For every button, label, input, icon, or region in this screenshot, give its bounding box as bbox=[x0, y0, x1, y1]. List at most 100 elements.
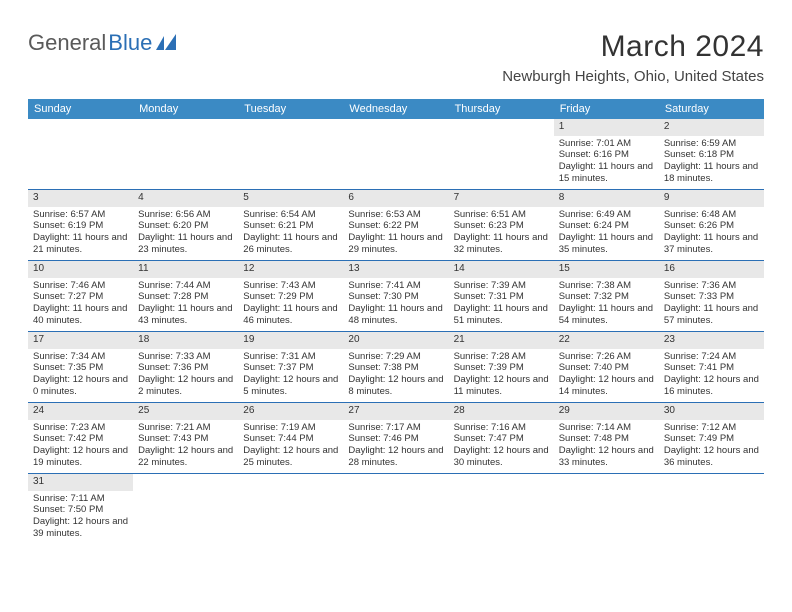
title-block: March 2024 Newburgh Heights, Ohio, Unite… bbox=[502, 30, 764, 85]
calendar-cell: 10Sunrise: 7:46 AMSunset: 7:27 PMDayligh… bbox=[28, 261, 133, 332]
day-number: 31 bbox=[28, 474, 133, 491]
day-content: Sunrise: 7:21 AMSunset: 7:43 PMDaylight:… bbox=[133, 420, 238, 474]
calendar-cell-empty bbox=[133, 119, 238, 190]
day-content: Sunrise: 7:01 AMSunset: 6:16 PMDaylight:… bbox=[554, 136, 659, 190]
calendar-row: 17Sunrise: 7:34 AMSunset: 7:35 PMDayligh… bbox=[28, 332, 764, 403]
weekday-header: Thursday bbox=[449, 99, 554, 119]
calendar-cell: 29Sunrise: 7:14 AMSunset: 7:48 PMDayligh… bbox=[554, 403, 659, 474]
day-number: 28 bbox=[449, 403, 554, 420]
day-content: Sunrise: 7:28 AMSunset: 7:39 PMDaylight:… bbox=[449, 349, 554, 403]
calendar-cell: 26Sunrise: 7:19 AMSunset: 7:44 PMDayligh… bbox=[238, 403, 343, 474]
calendar-cell: 16Sunrise: 7:36 AMSunset: 7:33 PMDayligh… bbox=[659, 261, 764, 332]
day-number: 23 bbox=[659, 332, 764, 349]
day-content: Sunrise: 7:36 AMSunset: 7:33 PMDaylight:… bbox=[659, 278, 764, 332]
calendar-row: 3Sunrise: 6:57 AMSunset: 6:19 PMDaylight… bbox=[28, 190, 764, 261]
day-number: 29 bbox=[554, 403, 659, 420]
day-content: Sunrise: 7:14 AMSunset: 7:48 PMDaylight:… bbox=[554, 420, 659, 474]
day-content: Sunrise: 7:26 AMSunset: 7:40 PMDaylight:… bbox=[554, 349, 659, 403]
day-number: 30 bbox=[659, 403, 764, 420]
day-content: Sunrise: 6:53 AMSunset: 6:22 PMDaylight:… bbox=[343, 207, 448, 261]
calendar-cell: 2Sunrise: 6:59 AMSunset: 6:18 PMDaylight… bbox=[659, 119, 764, 190]
day-content: Sunrise: 6:49 AMSunset: 6:24 PMDaylight:… bbox=[554, 207, 659, 261]
calendar-cell: 11Sunrise: 7:44 AMSunset: 7:28 PMDayligh… bbox=[133, 261, 238, 332]
day-number: 18 bbox=[133, 332, 238, 349]
calendar-row: 24Sunrise: 7:23 AMSunset: 7:42 PMDayligh… bbox=[28, 403, 764, 474]
logo-text-1: General bbox=[28, 30, 106, 56]
calendar-table: SundayMondayTuesdayWednesdayThursdayFrid… bbox=[28, 99, 764, 544]
weekday-header: Friday bbox=[554, 99, 659, 119]
day-number: 11 bbox=[133, 261, 238, 278]
day-number: 2 bbox=[659, 119, 764, 136]
day-number: 3 bbox=[28, 190, 133, 207]
calendar-cell-empty bbox=[133, 474, 238, 545]
month-title: March 2024 bbox=[502, 30, 764, 64]
day-content: Sunrise: 7:23 AMSunset: 7:42 PMDaylight:… bbox=[28, 420, 133, 474]
day-number: 17 bbox=[28, 332, 133, 349]
calendar-cell-empty bbox=[343, 474, 448, 545]
calendar-cell-empty bbox=[238, 119, 343, 190]
day-content: Sunrise: 7:46 AMSunset: 7:27 PMDaylight:… bbox=[28, 278, 133, 332]
day-content: Sunrise: 7:43 AMSunset: 7:29 PMDaylight:… bbox=[238, 278, 343, 332]
day-content: Sunrise: 7:19 AMSunset: 7:44 PMDaylight:… bbox=[238, 420, 343, 474]
calendar-cell: 1Sunrise: 7:01 AMSunset: 6:16 PMDaylight… bbox=[554, 119, 659, 190]
calendar-cell: 14Sunrise: 7:39 AMSunset: 7:31 PMDayligh… bbox=[449, 261, 554, 332]
day-number: 20 bbox=[343, 332, 448, 349]
day-content: Sunrise: 7:12 AMSunset: 7:49 PMDaylight:… bbox=[659, 420, 764, 474]
weekday-header: Sunday bbox=[28, 99, 133, 119]
day-number: 24 bbox=[28, 403, 133, 420]
day-content: Sunrise: 7:44 AMSunset: 7:28 PMDaylight:… bbox=[133, 278, 238, 332]
day-number: 5 bbox=[238, 190, 343, 207]
day-number: 4 bbox=[133, 190, 238, 207]
day-content: Sunrise: 7:39 AMSunset: 7:31 PMDaylight:… bbox=[449, 278, 554, 332]
weekday-header: Wednesday bbox=[343, 99, 448, 119]
day-content: Sunrise: 6:54 AMSunset: 6:21 PMDaylight:… bbox=[238, 207, 343, 261]
day-number: 15 bbox=[554, 261, 659, 278]
day-number: 19 bbox=[238, 332, 343, 349]
calendar-cell: 3Sunrise: 6:57 AMSunset: 6:19 PMDaylight… bbox=[28, 190, 133, 261]
day-number: 21 bbox=[449, 332, 554, 349]
calendar-cell-empty bbox=[659, 474, 764, 545]
calendar-cell: 17Sunrise: 7:34 AMSunset: 7:35 PMDayligh… bbox=[28, 332, 133, 403]
day-content: Sunrise: 7:41 AMSunset: 7:30 PMDaylight:… bbox=[343, 278, 448, 332]
day-number: 13 bbox=[343, 261, 448, 278]
weekday-header: Monday bbox=[133, 99, 238, 119]
day-content: Sunrise: 7:24 AMSunset: 7:41 PMDaylight:… bbox=[659, 349, 764, 403]
day-content: Sunrise: 7:17 AMSunset: 7:46 PMDaylight:… bbox=[343, 420, 448, 474]
day-number: 26 bbox=[238, 403, 343, 420]
day-number: 27 bbox=[343, 403, 448, 420]
day-content: Sunrise: 6:59 AMSunset: 6:18 PMDaylight:… bbox=[659, 136, 764, 190]
calendar-cell: 24Sunrise: 7:23 AMSunset: 7:42 PMDayligh… bbox=[28, 403, 133, 474]
day-content: Sunrise: 7:29 AMSunset: 7:38 PMDaylight:… bbox=[343, 349, 448, 403]
day-content: Sunrise: 7:33 AMSunset: 7:36 PMDaylight:… bbox=[133, 349, 238, 403]
calendar-cell-empty bbox=[343, 119, 448, 190]
day-number: 9 bbox=[659, 190, 764, 207]
calendar-cell: 22Sunrise: 7:26 AMSunset: 7:40 PMDayligh… bbox=[554, 332, 659, 403]
calendar-cell: 28Sunrise: 7:16 AMSunset: 7:47 PMDayligh… bbox=[449, 403, 554, 474]
calendar-cell: 23Sunrise: 7:24 AMSunset: 7:41 PMDayligh… bbox=[659, 332, 764, 403]
day-content: Sunrise: 6:51 AMSunset: 6:23 PMDaylight:… bbox=[449, 207, 554, 261]
calendar-cell: 6Sunrise: 6:53 AMSunset: 6:22 PMDaylight… bbox=[343, 190, 448, 261]
location: Newburgh Heights, Ohio, United States bbox=[502, 68, 764, 85]
calendar-row: 10Sunrise: 7:46 AMSunset: 7:27 PMDayligh… bbox=[28, 261, 764, 332]
logo: GeneralBlue bbox=[28, 30, 178, 56]
day-content: Sunrise: 6:48 AMSunset: 6:26 PMDaylight:… bbox=[659, 207, 764, 261]
calendar-cell: 12Sunrise: 7:43 AMSunset: 7:29 PMDayligh… bbox=[238, 261, 343, 332]
weekday-header-row: SundayMondayTuesdayWednesdayThursdayFrid… bbox=[28, 99, 764, 119]
day-number: 14 bbox=[449, 261, 554, 278]
calendar-row: 1Sunrise: 7:01 AMSunset: 6:16 PMDaylight… bbox=[28, 119, 764, 190]
weekday-header: Saturday bbox=[659, 99, 764, 119]
day-number: 10 bbox=[28, 261, 133, 278]
day-number: 8 bbox=[554, 190, 659, 207]
calendar-cell: 27Sunrise: 7:17 AMSunset: 7:46 PMDayligh… bbox=[343, 403, 448, 474]
calendar-cell: 21Sunrise: 7:28 AMSunset: 7:39 PMDayligh… bbox=[449, 332, 554, 403]
calendar-cell-empty bbox=[449, 474, 554, 545]
calendar-cell-empty bbox=[238, 474, 343, 545]
weekday-header: Tuesday bbox=[238, 99, 343, 119]
calendar-cell: 13Sunrise: 7:41 AMSunset: 7:30 PMDayligh… bbox=[343, 261, 448, 332]
calendar-cell: 5Sunrise: 6:54 AMSunset: 6:21 PMDaylight… bbox=[238, 190, 343, 261]
day-content: Sunrise: 6:57 AMSunset: 6:19 PMDaylight:… bbox=[28, 207, 133, 261]
calendar-body: 1Sunrise: 7:01 AMSunset: 6:16 PMDaylight… bbox=[28, 119, 764, 544]
day-number: 25 bbox=[133, 403, 238, 420]
calendar-cell: 25Sunrise: 7:21 AMSunset: 7:43 PMDayligh… bbox=[133, 403, 238, 474]
calendar-cell: 9Sunrise: 6:48 AMSunset: 6:26 PMDaylight… bbox=[659, 190, 764, 261]
